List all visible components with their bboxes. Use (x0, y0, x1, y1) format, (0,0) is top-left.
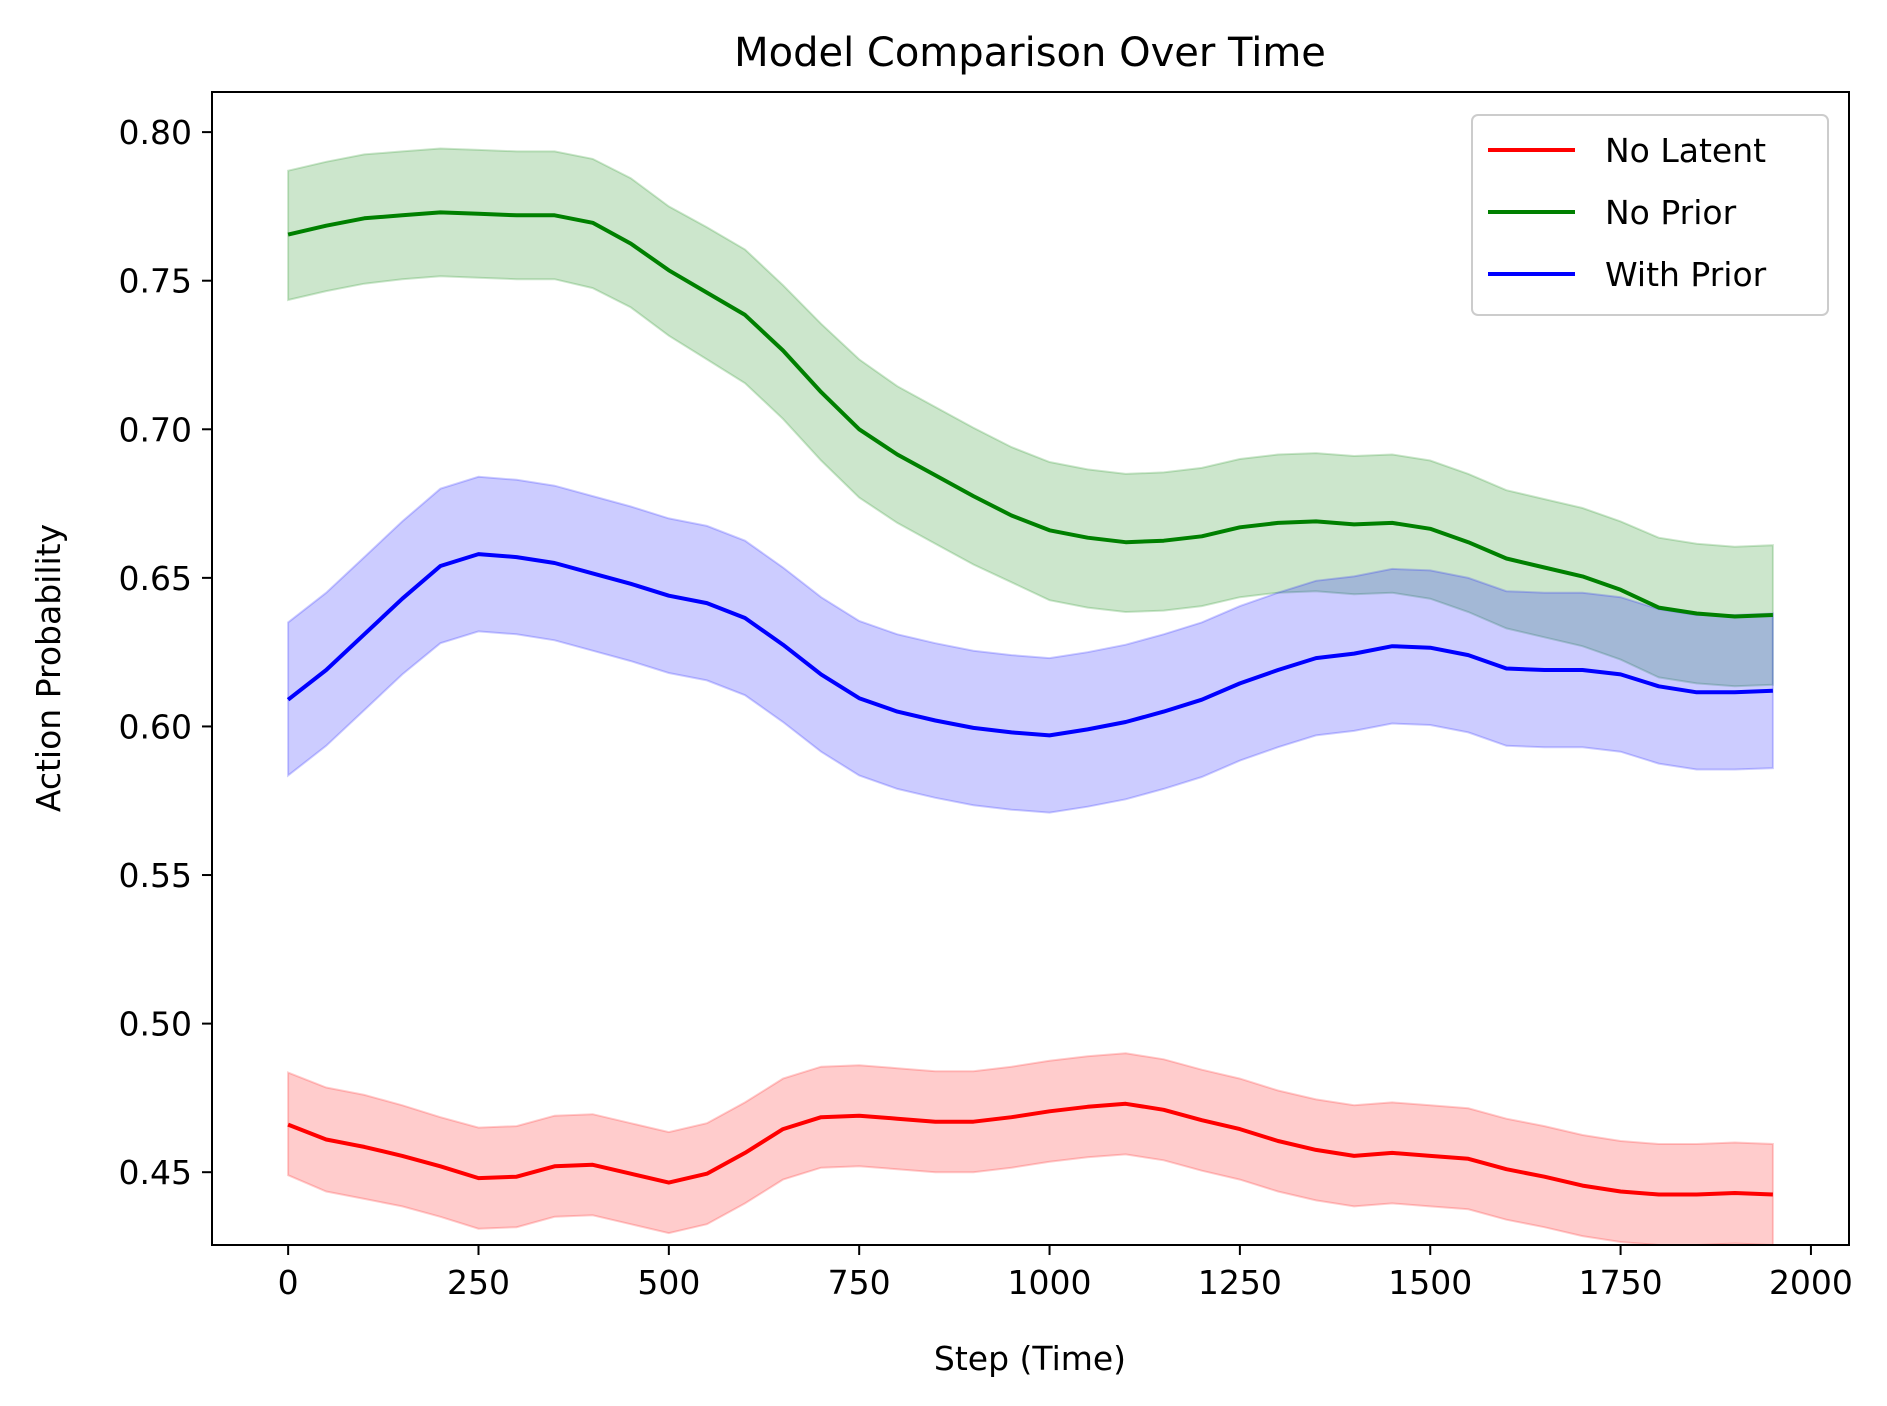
y-axis-ticks: 0.45 0.50 0.55 0.60 0.65 0.70 0.75 0.80 (119, 113, 212, 1192)
chart-title: Model Comparison Over Time (734, 30, 1326, 76)
x-axis-ticks: 0 250 500 750 1000 1250 1500 1750 2000 (278, 1245, 1853, 1302)
y-tick-label: 0.70 (119, 410, 192, 449)
y-tick-label: 0.45 (119, 1153, 192, 1192)
x-axis-label: Step (Time) (934, 1339, 1126, 1378)
x-tick-label: 750 (828, 1263, 891, 1302)
x-tick-label: 500 (637, 1263, 700, 1302)
legend-label-no-latent: No Latent (1605, 131, 1766, 170)
legend: No Latent No Prior With Prior (1471, 114, 1829, 316)
y-tick-label: 0.65 (119, 559, 192, 598)
legend-label-no-prior: No Prior (1605, 193, 1737, 232)
line-no-prior (287, 210, 1773, 619)
x-tick-label: 0 (278, 1263, 299, 1302)
x-tick-label: 1250 (1198, 1263, 1282, 1302)
band-with-prior (287, 475, 1774, 814)
legend-label-with-prior: With Prior (1605, 255, 1767, 294)
x-tick-label: 250 (447, 1263, 510, 1302)
y-tick-label: 0.60 (119, 707, 192, 746)
x-tick-label: 2000 (1769, 1263, 1853, 1302)
x-tick-label: 1500 (1388, 1263, 1472, 1302)
plot-area-frame (211, 91, 1850, 1246)
y-tick-label: 0.75 (119, 262, 192, 301)
y-tick-label: 0.50 (119, 1005, 192, 1044)
legend-box (1471, 114, 1829, 316)
legend-items: No Latent No Prior With Prior (1488, 131, 1767, 294)
x-tick-label: 1750 (1579, 1263, 1663, 1302)
y-tick-label: 0.55 (119, 856, 192, 895)
line-with-prior (286, 552, 1773, 738)
series-lines (286, 210, 1773, 1197)
line-no-latent (287, 1101, 1773, 1197)
y-axis-label: Action Probability (29, 524, 68, 812)
band-no-prior (287, 147, 1774, 688)
x-tick-label: 1000 (1008, 1263, 1092, 1302)
y-tick-label: 0.80 (119, 113, 192, 152)
